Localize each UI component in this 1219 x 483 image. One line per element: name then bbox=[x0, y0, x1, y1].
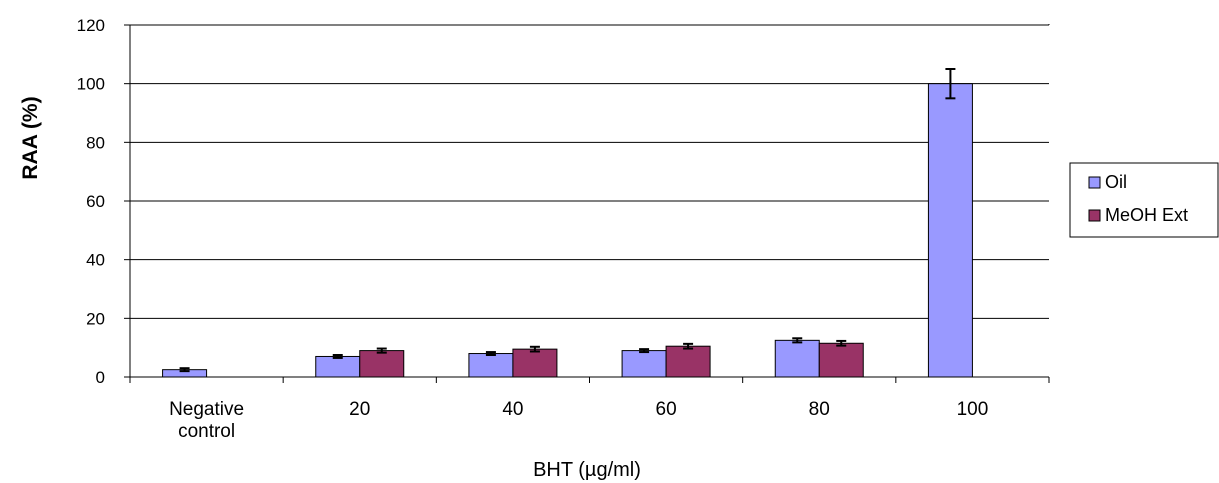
x-tick-labels: Negative control 20 40 60 80 100 bbox=[169, 399, 988, 442]
y-tick-label-80: 80 bbox=[86, 133, 105, 152]
error-bar-meoh-ext-80 bbox=[836, 339, 847, 347]
legend: Oil MeOH Ext bbox=[1069, 162, 1219, 238]
bar-meoh-ext-80 bbox=[818, 342, 864, 378]
error-bar-meoh-ext-40 bbox=[529, 345, 540, 353]
y-tick-label-20: 20 bbox=[86, 309, 105, 328]
x-tick-label-20: 20 bbox=[349, 399, 370, 420]
x-tick-label-line: Negative bbox=[169, 399, 244, 420]
y-tick-label-0: 0 bbox=[96, 368, 105, 387]
x-tick-label-line: 40 bbox=[502, 399, 523, 420]
legend-box bbox=[1069, 162, 1219, 238]
y-tick-label-60: 60 bbox=[86, 192, 105, 211]
bars bbox=[162, 83, 973, 378]
axes bbox=[124, 24, 1050, 383]
bar-meoh-ext-60 bbox=[665, 345, 711, 378]
error-bar-oil-60 bbox=[639, 348, 650, 354]
x-tick-label-80: 80 bbox=[809, 399, 830, 420]
x-tick-label-100: 100 bbox=[957, 399, 989, 420]
error-bar-meoh-ext-60 bbox=[683, 342, 694, 350]
y-tick-label-100: 100 bbox=[77, 75, 105, 94]
legend-swatch-meoh-ext bbox=[1088, 209, 1101, 222]
x-tick-label-60: 60 bbox=[656, 399, 677, 420]
x-tick-label-40: 40 bbox=[502, 399, 523, 420]
bar-meoh-ext-20 bbox=[359, 350, 405, 378]
error-bar-oil-80 bbox=[792, 337, 803, 344]
bar-oil-40 bbox=[468, 353, 514, 378]
x-tick-label-line: 80 bbox=[809, 399, 830, 420]
bar-oil-20 bbox=[315, 355, 361, 378]
x-tick-label-line: 100 bbox=[957, 399, 989, 420]
x-tick-label-line: 60 bbox=[656, 399, 677, 420]
x-tick-label-negative-control: Negative control bbox=[169, 399, 244, 442]
error-bar-oil-100 bbox=[945, 68, 956, 100]
x-tick-label-line: 20 bbox=[349, 399, 370, 420]
error-bar-oil-40 bbox=[485, 351, 496, 356]
x-tick-label-line: control bbox=[178, 421, 235, 442]
error-bar-oil-20 bbox=[332, 354, 343, 359]
y-tick-label-120: 120 bbox=[77, 16, 105, 35]
bar-oil-80 bbox=[774, 339, 820, 378]
error-bar-meoh-ext-20 bbox=[376, 347, 387, 354]
error-bar-oil-negative-control bbox=[179, 367, 190, 373]
legend-label-oil: Oil bbox=[1105, 172, 1127, 192]
y-axis-title: RAA (%) bbox=[19, 96, 42, 179]
legend-label-meoh-ext: MeOH Ext bbox=[1105, 205, 1188, 225]
bar-meoh-ext-40 bbox=[512, 348, 558, 378]
gridlines bbox=[130, 24, 1049, 319]
bar-oil-100 bbox=[927, 83, 973, 378]
error-bars bbox=[179, 68, 956, 373]
x-axis-title: BHT (µg/ml) bbox=[533, 459, 641, 481]
y-tick-label-40: 40 bbox=[86, 251, 105, 270]
legend-swatch-oil bbox=[1088, 176, 1101, 189]
y-tick-labels: 0 20 40 60 80 100 120 bbox=[77, 16, 105, 387]
bar-oil-60 bbox=[621, 350, 667, 378]
